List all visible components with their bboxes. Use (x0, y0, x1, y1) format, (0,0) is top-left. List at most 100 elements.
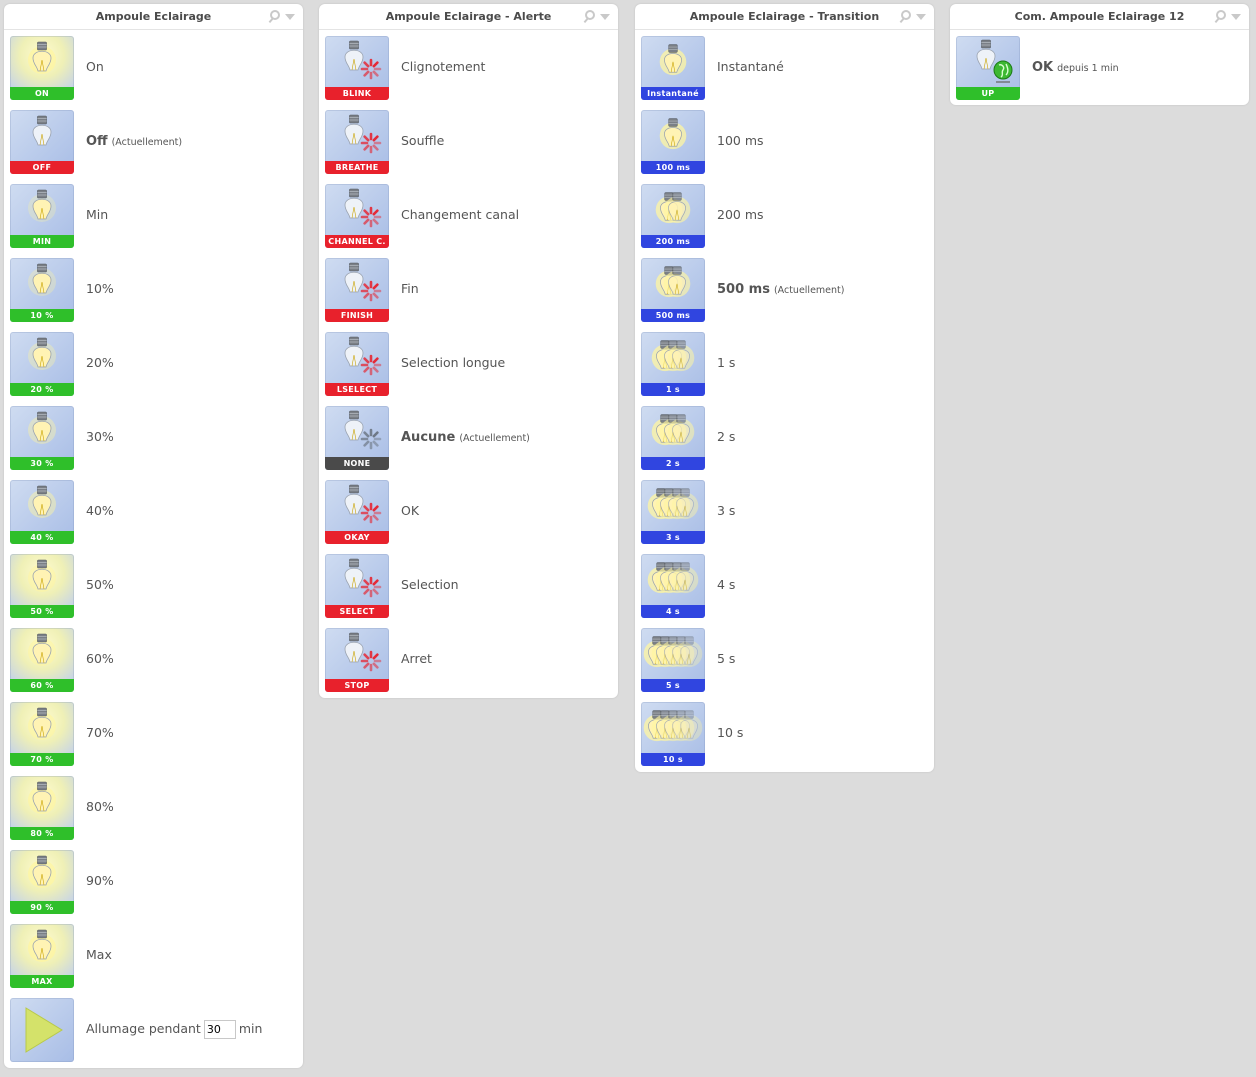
action-tile[interactable]: Instantané (641, 36, 705, 100)
action-tile[interactable]: 80 % (10, 776, 74, 840)
search-icon[interactable] (901, 10, 911, 20)
tile-label: 2 s (641, 457, 705, 470)
tile-label: 80 % (10, 827, 74, 840)
action-tile[interactable]: 5 s (641, 628, 705, 692)
list-item[interactable]: BREATHE Souffle (319, 104, 618, 178)
list-item[interactable]: FINISH Fin (319, 252, 618, 326)
action-tile[interactable]: MIN (10, 184, 74, 248)
list-item[interactable]: 20 % 20% (4, 326, 303, 400)
list-item[interactable]: 200 ms 200 ms (635, 178, 934, 252)
play-button[interactable] (10, 998, 74, 1062)
bulb-icon (28, 633, 56, 666)
bulb-icon (28, 485, 56, 518)
action-tile[interactable]: STOP (325, 628, 389, 692)
action-tile[interactable]: 10 % (10, 258, 74, 322)
current-marker: (Actuellement) (111, 137, 183, 148)
list-item[interactable]: SELECT Selection (319, 548, 618, 622)
chevron-down-icon[interactable] (1231, 14, 1241, 20)
list-item[interactable]: BLINK Clignotement (319, 30, 618, 104)
chevron-down-icon[interactable] (916, 14, 926, 20)
list-item[interactable]: 3 s 3 s (635, 474, 934, 548)
action-tile[interactable]: FINISH (325, 258, 389, 322)
action-tile[interactable]: 4 s (641, 554, 705, 618)
action-tile[interactable]: 60 % (10, 628, 74, 692)
list-item[interactable]: MAX Max (4, 918, 303, 992)
list-item[interactable]: 5 s 5 s (635, 622, 934, 696)
list-item[interactable]: CHANNEL C. Changement canal (319, 178, 618, 252)
list-item[interactable]: NONE Aucune (Actuellement) (319, 400, 618, 474)
tile-label: 1 s (641, 383, 705, 396)
search-icon[interactable] (270, 10, 280, 20)
option-label: 3 s (717, 503, 736, 518)
chevron-down-icon[interactable] (285, 14, 295, 20)
action-tile[interactable]: CHANNEL C. (325, 184, 389, 248)
duration-input[interactable] (203, 1020, 236, 1039)
list-item[interactable]: 100 ms 100 ms (635, 104, 934, 178)
tile-label: LSELECT (325, 383, 389, 396)
panel-header: Com. Ampoule Eclairage 12 (950, 4, 1249, 30)
action-tile[interactable]: 100 ms (641, 110, 705, 174)
action-tile[interactable]: OKAY (325, 480, 389, 544)
action-tile[interactable]: 3 s (641, 480, 705, 544)
action-tile[interactable]: 70 % (10, 702, 74, 766)
status-since: depuis 1 min (1057, 63, 1119, 74)
list-item[interactable]: ON On (4, 30, 303, 104)
list-item[interactable]: 70 % 70% (4, 696, 303, 770)
action-tile[interactable]: 500 ms (641, 258, 705, 322)
list-item[interactable]: OFF Off (Actuellement) (4, 104, 303, 178)
list-item[interactable]: MIN Min (4, 178, 303, 252)
tile-label: 4 s (641, 605, 705, 618)
list-item[interactable]: OKAY OK (319, 474, 618, 548)
action-tile[interactable]: 10 s (641, 702, 705, 766)
transition-bulbs-icon (647, 562, 699, 594)
list-item[interactable]: 1 s 1 s (635, 326, 934, 400)
action-tile[interactable]: NONE (325, 406, 389, 470)
tile-label: ON (10, 87, 74, 100)
action-tile[interactable]: ON (10, 36, 74, 100)
list-item[interactable]: 30 % 30% (4, 400, 303, 474)
action-tile[interactable]: 200 ms (641, 184, 705, 248)
panel-title: Ampoule Eclairage - Alerte (385, 10, 552, 23)
search-icon[interactable] (1216, 10, 1226, 20)
list-item[interactable]: 10 % 10% (4, 252, 303, 326)
alert-bulb-icon (344, 114, 382, 154)
list-item[interactable]: 60 % 60% (4, 622, 303, 696)
action-tile[interactable]: BLINK (325, 36, 389, 100)
list-item[interactable]: 80 % 80% (4, 770, 303, 844)
action-tile[interactable]: 90 % (10, 850, 74, 914)
action-tile[interactable]: 50 % (10, 554, 74, 618)
list-item[interactable]: 50 % 50% (4, 548, 303, 622)
action-tile[interactable]: UP (956, 36, 1020, 100)
action-tile[interactable]: OFF (10, 110, 74, 174)
list-item[interactable]: 40 % 40% (4, 474, 303, 548)
transition-bulbs-icon (651, 340, 695, 372)
action-tile[interactable]: LSELECT (325, 332, 389, 396)
list-item[interactable]: 2 s 2 s (635, 400, 934, 474)
row-label: Aucune (Actuellement) (401, 400, 530, 474)
action-tile[interactable]: 30 % (10, 406, 74, 470)
list-item[interactable]: 500 ms 500 ms (Actuellement) (635, 252, 934, 326)
list-item[interactable]: Instantané Instantané (635, 30, 934, 104)
search-icon[interactable] (585, 10, 595, 20)
action-tile[interactable]: BREATHE (325, 110, 389, 174)
tile-label: CHANNEL C. (325, 235, 389, 248)
action-tile[interactable]: 2 s (641, 406, 705, 470)
list-item[interactable]: LSELECT Selection longue (319, 326, 618, 400)
list-item[interactable]: UP OK depuis 1 min (950, 30, 1249, 104)
list-item[interactable]: 90 % 90% (4, 844, 303, 918)
row-label: OK depuis 1 min (1032, 30, 1119, 104)
chevron-down-icon[interactable] (600, 14, 610, 20)
tile-label: BREATHE (325, 161, 389, 174)
list-item[interactable]: 10 s 10 s (635, 696, 934, 770)
action-tile[interactable]: 20 % (10, 332, 74, 396)
action-tile[interactable]: 1 s (641, 332, 705, 396)
bulb-icon (28, 411, 56, 444)
action-tile[interactable]: MAX (10, 924, 74, 988)
bulb-icon (28, 263, 56, 296)
list-item[interactable]: 4 s 4 s (635, 548, 934, 622)
action-tile[interactable]: 40 % (10, 480, 74, 544)
list-item[interactable]: STOP Arret (319, 622, 618, 696)
transition-bulbs-icon (643, 710, 703, 742)
action-tile[interactable]: SELECT (325, 554, 389, 618)
row-label: Arret (401, 622, 432, 696)
